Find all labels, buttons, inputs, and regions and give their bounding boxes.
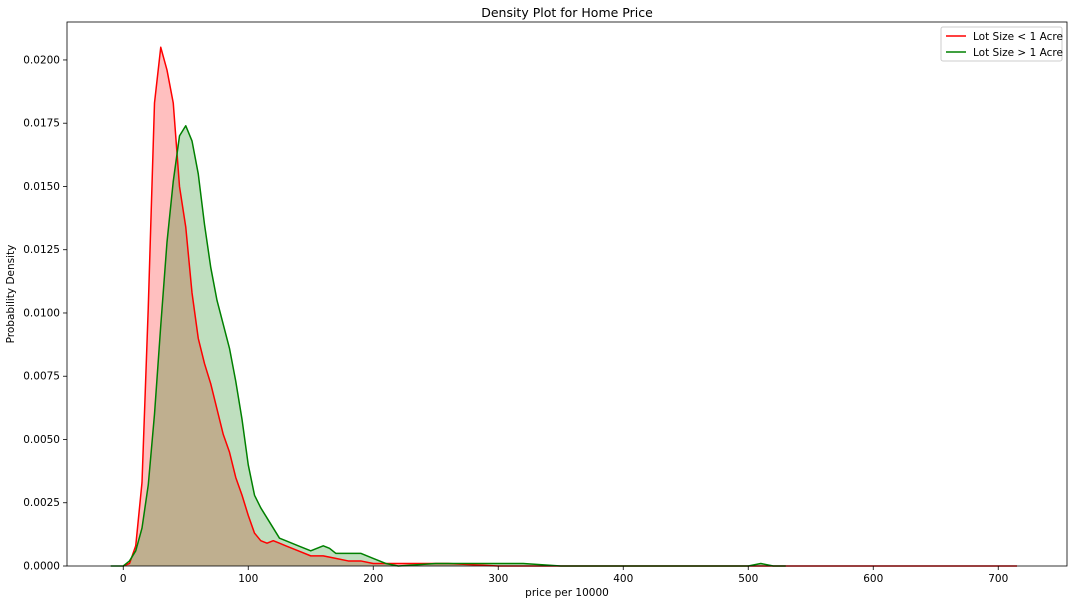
x-tick-label: 0: [120, 573, 127, 585]
chart-title: Density Plot for Home Price: [481, 5, 653, 20]
y-tick-label: 0.0175: [23, 118, 60, 130]
x-tick-label: 400: [613, 573, 633, 585]
legend-label-lot-under-1-acre: Lot Size < 1 Acre: [973, 31, 1063, 43]
density-fills: [110, 47, 1017, 567]
y-tick-label: 0.0000: [23, 561, 60, 573]
y-tick-label: 0.0125: [23, 244, 60, 256]
y-axis-ticks: 0.0000 0.0025 0.0050 0.0075 0.0100 0.0125 0.01…: [23, 54, 67, 573]
legend-box: [940, 26, 1063, 62]
density-line-lot-over-1-acre: [110, 124, 786, 567]
density-area-lot-under-1-acre: [123, 47, 1017, 567]
y-tick-label: 0.0100: [23, 307, 60, 319]
y-tick-label: 0.0075: [23, 371, 60, 383]
y-tick-label: 0.0050: [23, 434, 60, 446]
legend-label-lot-over-1-acre: Lot Size > 1 Acre: [973, 47, 1063, 59]
density-line-lot-under-1-acre: [122, 46, 1017, 567]
y-tick-label: 0.0200: [23, 54, 60, 66]
x-axis-label: price per 10000: [525, 587, 609, 599]
x-tick-label: 300: [488, 573, 508, 585]
density-area-lot-over-1-acre: [110, 125, 786, 567]
x-tick-label: 200: [363, 573, 383, 585]
y-axis-label: Probability Density: [5, 245, 17, 344]
y-tick-label: 0.0025: [23, 497, 60, 509]
x-tick-label: 700: [988, 573, 1008, 585]
x-axis-ticks: 0 100 200 300 400 500 600 700: [120, 566, 1008, 585]
legend: Lot Size < 1 Acre Lot Size > 1 Acre: [940, 26, 1063, 62]
x-tick-label: 100: [238, 573, 258, 585]
x-tick-label: 600: [863, 573, 883, 585]
density-lines: [110, 46, 1017, 567]
y-tick-label: 0.0150: [23, 181, 60, 193]
plot-frame: [66, 21, 1068, 567]
x-tick-label: 500: [738, 573, 758, 585]
